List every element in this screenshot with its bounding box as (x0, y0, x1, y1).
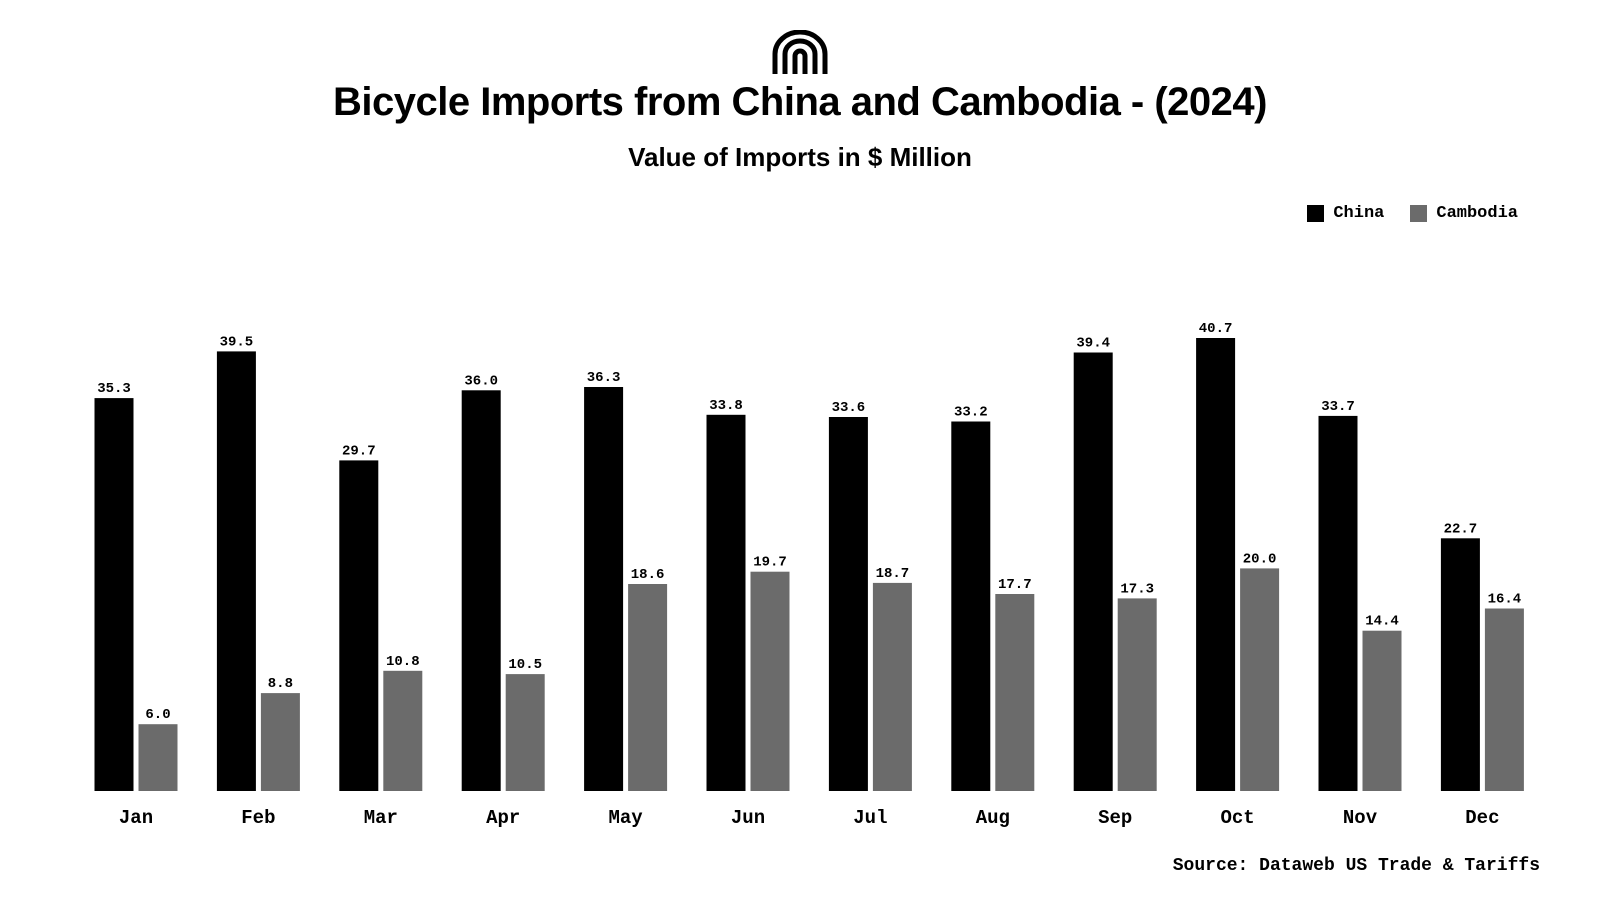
arches-logo-icon (772, 30, 828, 74)
data-label-cambodia-dec: 16.4 (1488, 592, 1522, 608)
bar-cambodia-apr (505, 674, 545, 791)
bar-china-sep (1073, 352, 1113, 791)
bar-cambodia-feb (260, 693, 300, 791)
bar-china-oct (1196, 338, 1236, 791)
x-tick-label-oct: Oct (1220, 807, 1254, 829)
data-label-china-sep: 39.4 (1076, 336, 1110, 352)
data-label-cambodia-oct: 20.0 (1243, 551, 1277, 567)
data-label-cambodia-mar: 10.8 (386, 654, 420, 670)
bar-china-may (584, 387, 624, 791)
legend-item-cambodia: Cambodia (1410, 204, 1518, 223)
bar-cambodia-jun (750, 571, 790, 791)
x-tick-label-dec: Dec (1465, 807, 1499, 829)
bar-china-aug (951, 421, 991, 791)
legend-label-china: China (1333, 204, 1385, 223)
data-label-cambodia-jun: 19.7 (753, 555, 787, 571)
x-tick-label-aug: Aug (976, 807, 1010, 829)
data-label-cambodia-feb: 8.8 (268, 676, 293, 692)
bar-cambodia-mar (383, 670, 423, 791)
x-tick-label-jun: Jun (731, 807, 765, 829)
legend-item-china: China (1307, 204, 1384, 223)
x-tick-label-mar: Mar (364, 807, 398, 829)
chart-subtitle: Value of Imports in $ Million (628, 142, 972, 172)
legend-swatch-cambodia (1410, 205, 1428, 222)
legend-label-cambodia: Cambodia (1436, 204, 1518, 223)
x-tick-label-apr: Apr (486, 807, 520, 829)
data-label-china-feb: 39.5 (220, 334, 254, 350)
bar-cambodia-may (628, 584, 668, 791)
bar-china-apr (461, 390, 501, 791)
legend-swatch-china (1307, 205, 1325, 222)
data-label-china-mar: 29.7 (342, 443, 376, 459)
bar-china-dec (1440, 538, 1480, 791)
x-tick-label-jul: Jul (853, 807, 887, 829)
bar-cambodia-aug (995, 594, 1035, 791)
data-label-china-may: 36.3 (587, 370, 621, 386)
x-tick-label-sep: Sep (1098, 807, 1132, 829)
bar-cambodia-sep (1117, 598, 1157, 791)
data-label-cambodia-jul: 18.7 (876, 566, 910, 582)
bar-china-jan (94, 398, 134, 791)
data-label-china-oct: 40.7 (1199, 321, 1233, 337)
bar-china-feb (216, 351, 256, 791)
legend: China Cambodia (1281, 204, 1518, 223)
bar-cambodia-oct (1240, 568, 1280, 791)
data-label-cambodia-sep: 17.3 (1120, 581, 1154, 597)
data-label-china-jun: 33.8 (709, 398, 743, 414)
bar-china-mar (339, 460, 379, 791)
data-label-china-aug: 33.2 (954, 405, 988, 421)
x-tick-label-feb: Feb (241, 807, 275, 829)
bar-cambodia-jul (872, 582, 912, 791)
x-tick-label-jan: Jan (119, 807, 153, 829)
bar-cambodia-dec (1484, 608, 1524, 791)
chart-title: Bicycle Imports from China and Cambodia … (333, 80, 1268, 124)
data-label-china-dec: 22.7 (1444, 521, 1478, 537)
source-note: Source: Dataweb US Trade & Tariffs (1172, 856, 1540, 876)
data-label-cambodia-nov: 14.4 (1365, 614, 1399, 630)
bar-china-jul (828, 417, 868, 791)
data-label-china-apr: 36.0 (464, 373, 498, 389)
data-label-china-jan: 35.3 (97, 381, 131, 397)
x-tick-label-may: May (608, 807, 643, 829)
data-label-cambodia-aug: 17.7 (998, 577, 1032, 593)
data-label-china-nov: 33.7 (1321, 399, 1355, 415)
bar-cambodia-nov (1362, 630, 1402, 791)
bar-cambodia-jan (138, 724, 178, 791)
data-label-cambodia-may: 18.6 (631, 567, 665, 583)
bar-china-jun (706, 414, 746, 791)
bar-china-nov (1318, 415, 1358, 791)
data-label-cambodia-jan: 6.0 (145, 707, 170, 723)
x-tick-label-nov: Nov (1343, 807, 1378, 829)
data-label-china-jul: 33.6 (832, 400, 866, 416)
data-label-cambodia-apr: 10.5 (508, 657, 542, 673)
